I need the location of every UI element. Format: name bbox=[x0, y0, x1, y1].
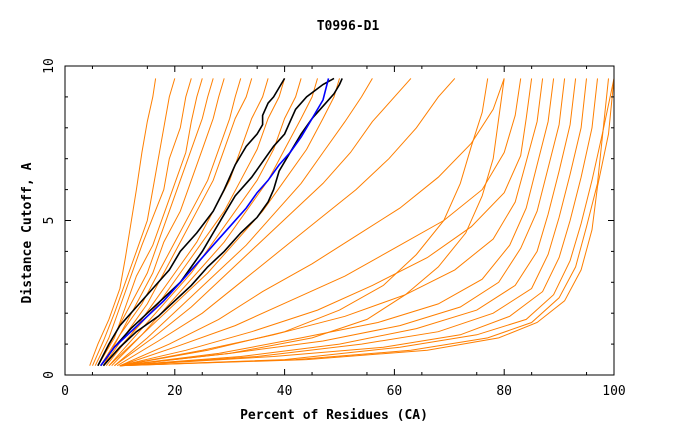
x-tick-label: 20 bbox=[167, 384, 183, 399]
orange-series-line-25 bbox=[119, 78, 609, 367]
orange-series-line-12 bbox=[111, 78, 340, 367]
x-tick-label: 40 bbox=[277, 384, 293, 399]
orange-series-line-24 bbox=[119, 78, 598, 367]
blue-series-line-33 bbox=[100, 78, 330, 367]
y-tick-label: 5 bbox=[42, 217, 57, 225]
orange-series-line-13 bbox=[114, 78, 373, 367]
y-tick-label: 0 bbox=[42, 371, 57, 379]
orange-series-line-2 bbox=[94, 78, 192, 366]
black-series-line-30 bbox=[97, 77, 286, 367]
orange-series-line-4 bbox=[97, 78, 214, 366]
y-tick-label: 10 bbox=[42, 58, 57, 74]
black-series-line-31 bbox=[100, 77, 335, 367]
orange-series-line-17 bbox=[119, 78, 522, 367]
x-tick-label: 60 bbox=[387, 384, 403, 399]
orange-series-line-7 bbox=[102, 78, 253, 366]
orange-series-line-15 bbox=[116, 78, 456, 367]
orange-series-line-16 bbox=[119, 78, 505, 367]
chart-title: T0996-D1 bbox=[317, 19, 380, 34]
orange-series-line-0 bbox=[89, 78, 157, 366]
orange-series-line-10 bbox=[108, 78, 302, 367]
x-axis-title: Percent of Residues (CA) bbox=[240, 408, 428, 423]
orange-series-line-20 bbox=[119, 78, 555, 367]
orange-series-line-23 bbox=[119, 78, 587, 367]
orange-series-line-29 bbox=[119, 78, 489, 367]
y-axis-title: Distance Cutoff, A bbox=[20, 162, 35, 303]
x-tick-label: 0 bbox=[61, 384, 69, 399]
orange-series-line-14 bbox=[114, 78, 412, 367]
orange-series-line-22 bbox=[119, 78, 577, 367]
orange-series-line-3 bbox=[97, 78, 203, 366]
black-series-line-32 bbox=[102, 78, 343, 367]
orange-series-line-1 bbox=[92, 78, 176, 366]
orange-series-line-26 bbox=[119, 78, 615, 367]
orange-series-line-18 bbox=[119, 78, 533, 367]
orange-series-line-21 bbox=[119, 78, 566, 367]
x-tick-label: 100 bbox=[602, 384, 625, 399]
series-layer bbox=[89, 77, 615, 367]
orange-series-line-6 bbox=[102, 78, 242, 366]
orange-series-line-27 bbox=[119, 78, 615, 367]
x-tick-label: 80 bbox=[496, 384, 512, 399]
tick-layer: 0 20 40 60 80 100 0 5 10 bbox=[42, 58, 626, 399]
orange-series-line-28 bbox=[119, 78, 505, 367]
